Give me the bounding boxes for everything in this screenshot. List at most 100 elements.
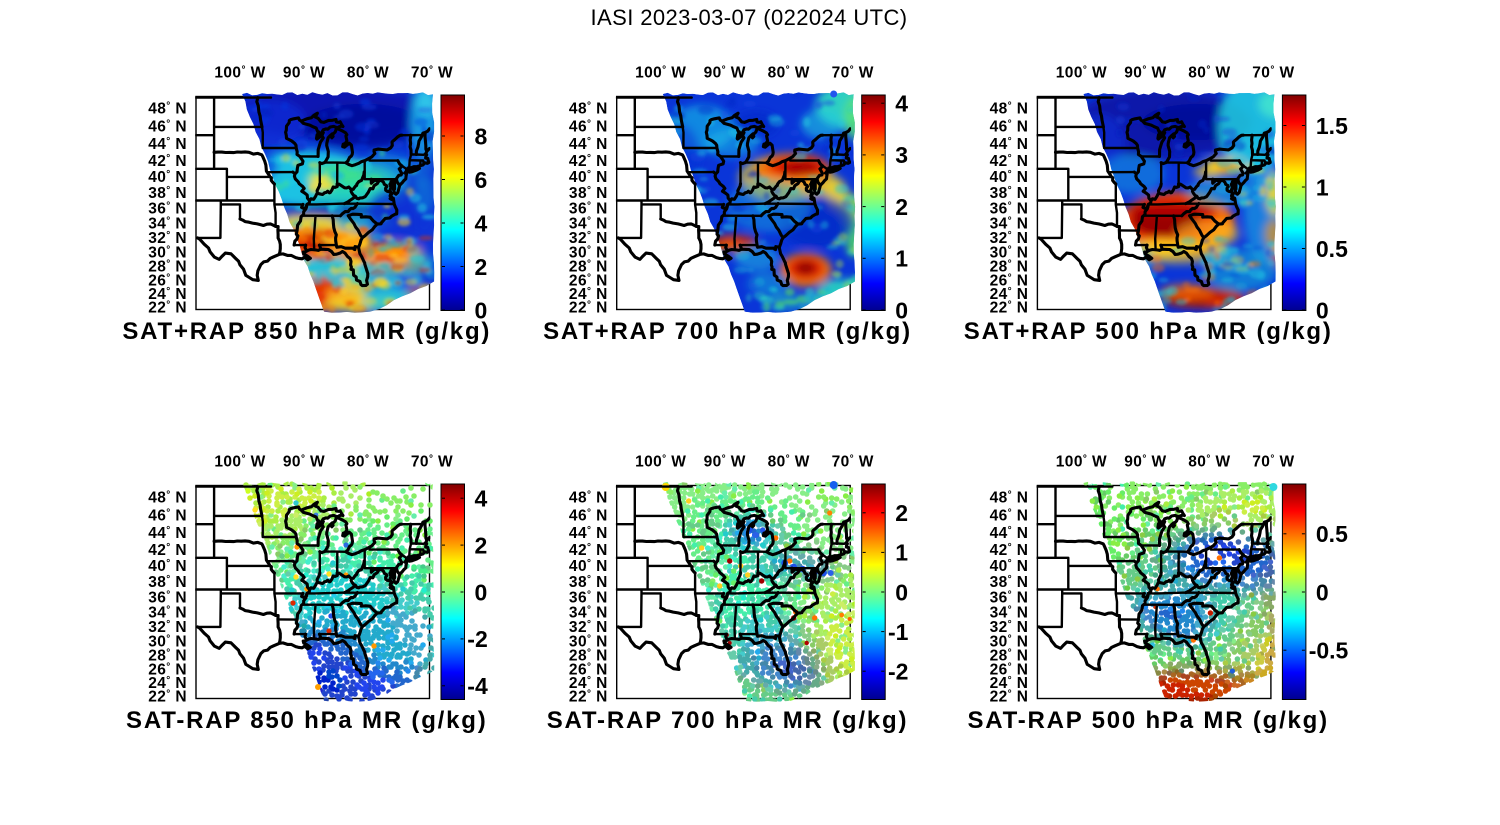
svg-text:36° N: 36° N	[148, 201, 187, 218]
svg-text:38° N: 38° N	[148, 574, 187, 591]
svg-text:8: 8	[475, 123, 488, 149]
svg-text:0: 0	[475, 297, 488, 323]
svg-text:40° N: 40° N	[569, 558, 608, 575]
svg-text:32° N: 32° N	[148, 619, 187, 636]
svg-text:SAT+RAP 500 hPa MR (g/kg): SAT+RAP 500 hPa MR (g/kg)	[964, 318, 1333, 345]
svg-text:30° N: 30° N	[569, 245, 608, 262]
svg-text:26° N: 26° N	[569, 272, 608, 289]
svg-text:0: 0	[895, 579, 908, 605]
svg-text:34° N: 34° N	[148, 605, 187, 622]
svg-text:90° W: 90° W	[283, 454, 325, 471]
svg-text:80° W: 80° W	[1188, 454, 1230, 471]
svg-text:26° N: 26° N	[990, 272, 1029, 289]
svg-text:100° W: 100° W	[214, 65, 265, 82]
svg-text:26° N: 26° N	[148, 661, 187, 678]
svg-text:48° N: 48° N	[990, 101, 1029, 118]
svg-text:42° N: 42° N	[990, 153, 1029, 170]
svg-text:48° N: 48° N	[569, 490, 608, 507]
svg-text:44° N: 44° N	[148, 525, 187, 542]
svg-text:44° N: 44° N	[569, 136, 608, 153]
svg-text:4: 4	[475, 210, 488, 236]
svg-text:28° N: 28° N	[569, 259, 608, 276]
svg-text:48° N: 48° N	[569, 101, 608, 118]
svg-text:-0.5: -0.5	[1309, 638, 1349, 664]
svg-text:28° N: 28° N	[990, 648, 1029, 665]
svg-text:24° N: 24° N	[569, 675, 608, 692]
svg-text:38° N: 38° N	[990, 574, 1029, 591]
svg-text:44° N: 44° N	[148, 136, 187, 153]
svg-text:36° N: 36° N	[990, 201, 1029, 218]
svg-text:0: 0	[895, 297, 908, 323]
svg-text:46° N: 46° N	[148, 508, 187, 525]
svg-text:80° W: 80° W	[1188, 65, 1230, 82]
svg-text:48° N: 48° N	[148, 101, 187, 118]
svg-text:46° N: 46° N	[990, 119, 1029, 136]
svg-text:2: 2	[895, 500, 908, 526]
svg-text:26° N: 26° N	[990, 661, 1029, 678]
svg-text:28° N: 28° N	[990, 259, 1029, 276]
svg-text:100° W: 100° W	[635, 454, 686, 471]
svg-text:36° N: 36° N	[990, 590, 1029, 607]
svg-text:24° N: 24° N	[990, 675, 1029, 692]
svg-text:44° N: 44° N	[569, 525, 608, 542]
svg-text:46° N: 46° N	[569, 508, 608, 525]
svg-text:46° N: 46° N	[569, 119, 608, 136]
svg-text:30° N: 30° N	[569, 634, 608, 651]
svg-text:44° N: 44° N	[990, 136, 1029, 153]
svg-text:IASI 2023-03-07 (022024 UTC): IASI 2023-03-07 (022024 UTC)	[591, 5, 908, 30]
svg-text:24° N: 24° N	[569, 286, 608, 303]
svg-text:1: 1	[895, 246, 908, 272]
svg-text:28° N: 28° N	[148, 648, 187, 665]
svg-text:2: 2	[475, 254, 488, 280]
svg-text:-2: -2	[467, 626, 487, 652]
svg-text:22° N: 22° N	[569, 299, 608, 316]
svg-text:44° N: 44° N	[990, 525, 1029, 542]
svg-text:40° N: 40° N	[990, 169, 1029, 186]
svg-text:34° N: 34° N	[148, 216, 187, 233]
svg-text:2: 2	[895, 194, 908, 220]
svg-text:70° W: 70° W	[832, 65, 874, 82]
svg-text:32° N: 32° N	[990, 230, 1029, 247]
svg-text:80° W: 80° W	[347, 65, 389, 82]
svg-text:38° N: 38° N	[569, 185, 608, 202]
svg-text:30° N: 30° N	[990, 634, 1029, 651]
svg-text:28° N: 28° N	[148, 259, 187, 276]
svg-text:34° N: 34° N	[990, 605, 1029, 622]
svg-text:22° N: 22° N	[990, 299, 1029, 316]
svg-text:SAT+RAP 700 hPa MR (g/kg): SAT+RAP 700 hPa MR (g/kg)	[543, 318, 912, 345]
svg-text:-2: -2	[888, 659, 908, 685]
svg-text:-4: -4	[467, 673, 488, 699]
svg-text:40° N: 40° N	[569, 169, 608, 186]
svg-text:100° W: 100° W	[1056, 65, 1107, 82]
svg-text:6: 6	[475, 167, 488, 193]
svg-text:40° N: 40° N	[148, 558, 187, 575]
svg-text:80° W: 80° W	[768, 454, 810, 471]
svg-text:42° N: 42° N	[148, 153, 187, 170]
svg-text:42° N: 42° N	[569, 542, 608, 559]
svg-text:100° W: 100° W	[214, 454, 265, 471]
svg-text:36° N: 36° N	[148, 590, 187, 607]
svg-text:26° N: 26° N	[148, 272, 187, 289]
svg-text:4: 4	[475, 486, 488, 512]
svg-text:SAT-RAP 700 hPa MR (g/kg): SAT-RAP 700 hPa MR (g/kg)	[547, 707, 909, 734]
svg-text:90° W: 90° W	[283, 65, 325, 82]
svg-text:42° N: 42° N	[148, 542, 187, 559]
svg-text:48° N: 48° N	[148, 490, 187, 507]
svg-text:80° W: 80° W	[768, 65, 810, 82]
svg-text:100° W: 100° W	[635, 65, 686, 82]
svg-text:90° W: 90° W	[704, 454, 746, 471]
svg-text:34° N: 34° N	[569, 216, 608, 233]
svg-text:42° N: 42° N	[990, 542, 1029, 559]
svg-text:0.5: 0.5	[1316, 236, 1348, 262]
svg-text:4: 4	[895, 91, 908, 117]
svg-text:70° W: 70° W	[1252, 454, 1294, 471]
svg-text:22° N: 22° N	[569, 688, 608, 705]
svg-text:SAT+RAP 850 hPa MR (g/kg): SAT+RAP 850 hPa MR (g/kg)	[122, 318, 491, 345]
svg-text:32° N: 32° N	[569, 619, 608, 636]
svg-text:SAT-RAP 500 hPa MR (g/kg): SAT-RAP 500 hPa MR (g/kg)	[967, 707, 1329, 734]
svg-text:34° N: 34° N	[569, 605, 608, 622]
svg-text:32° N: 32° N	[990, 619, 1029, 636]
svg-text:36° N: 36° N	[569, 201, 608, 218]
svg-text:70° W: 70° W	[411, 65, 453, 82]
svg-text:48° N: 48° N	[990, 490, 1029, 507]
